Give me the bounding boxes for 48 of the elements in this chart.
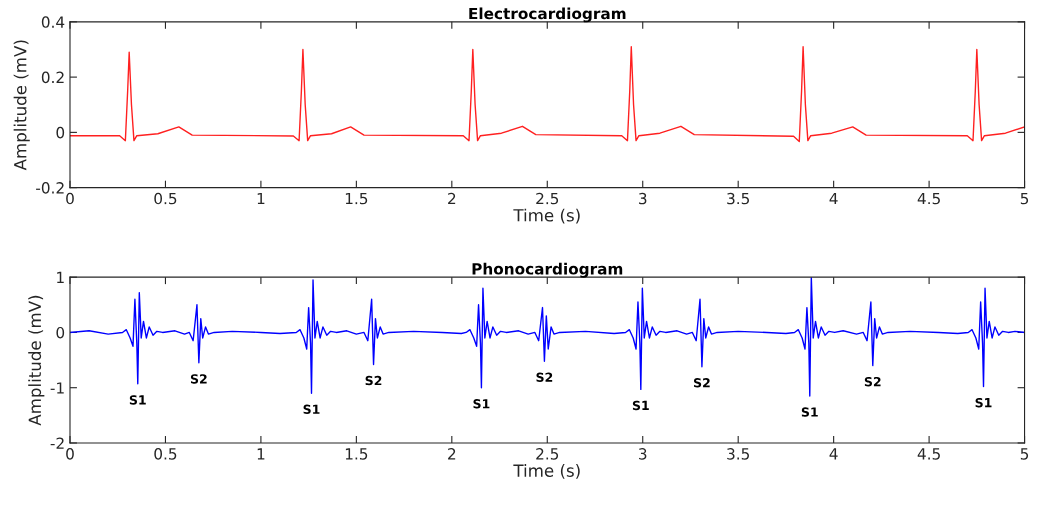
annotation: S1 bbox=[975, 397, 992, 408]
x-axis-title: Time (s) bbox=[513, 208, 580, 224]
line-series bbox=[70, 46, 1025, 143]
x-tick-label: 0 bbox=[66, 448, 74, 460]
x-tick-label: 3.5 bbox=[727, 192, 749, 205]
annotation: S2 bbox=[864, 376, 881, 387]
y-tick-label: -2 bbox=[50, 437, 64, 449]
x-tick-label: 0.5 bbox=[154, 192, 177, 205]
y-tick-label: 0.4 bbox=[41, 16, 65, 28]
x-tick-label: 2 bbox=[448, 192, 456, 205]
x-tick-label: 0 bbox=[66, 192, 74, 205]
annotation: S1 bbox=[129, 395, 146, 405]
y-tick-label: -0.2 bbox=[36, 182, 64, 194]
x-axis-title: Time (s) bbox=[513, 464, 580, 479]
x-tick-label: 3 bbox=[639, 192, 647, 205]
annotation: S1 bbox=[473, 399, 490, 409]
annotation: S1 bbox=[303, 404, 320, 415]
x-tick-label: 4 bbox=[829, 448, 838, 460]
x-tick-label: 3.5 bbox=[727, 448, 749, 460]
x-tick-label: 1 bbox=[257, 192, 265, 205]
x-tick-label: 2.5 bbox=[536, 192, 559, 205]
x-tick-label: 4.5 bbox=[917, 448, 940, 460]
y-tick-label: 0 bbox=[56, 326, 65, 339]
x-tick-label: 0.5 bbox=[154, 448, 177, 460]
x-tick-label: 2 bbox=[448, 448, 456, 460]
annotation: S2 bbox=[365, 375, 382, 386]
x-tick-label: 4 bbox=[829, 192, 838, 205]
x-tick-label: 4.5 bbox=[917, 192, 940, 205]
y-tick-label: 0.2 bbox=[41, 71, 64, 84]
y-axis-title: Amplitude (mV) bbox=[13, 40, 30, 171]
y-axis-title: Amplitude (mV) bbox=[28, 295, 45, 426]
x-tick-label: 1.5 bbox=[345, 192, 368, 205]
y-tick-label: 1 bbox=[57, 271, 64, 283]
x-tick-label: 5 bbox=[1020, 448, 1029, 460]
annotation: S1 bbox=[801, 407, 818, 417]
y-tick-label: 0 bbox=[56, 126, 65, 139]
annotation: S2 bbox=[536, 372, 553, 382]
annotation: S1 bbox=[632, 400, 649, 411]
y-tick-label: -1 bbox=[50, 382, 64, 394]
x-tick-label: 2.5 bbox=[536, 448, 559, 460]
x-tick-label: 3 bbox=[639, 448, 647, 460]
x-tick-label: 1.5 bbox=[345, 448, 368, 460]
chart-title: Electrocardiogram bbox=[469, 7, 626, 23]
chart-title: Phonocardiogram bbox=[472, 262, 623, 278]
annotation: S2 bbox=[693, 378, 710, 388]
x-tick-label: 5 bbox=[1020, 192, 1029, 205]
annotation: S2 bbox=[190, 374, 207, 384]
x-tick-label: 1 bbox=[257, 448, 265, 460]
